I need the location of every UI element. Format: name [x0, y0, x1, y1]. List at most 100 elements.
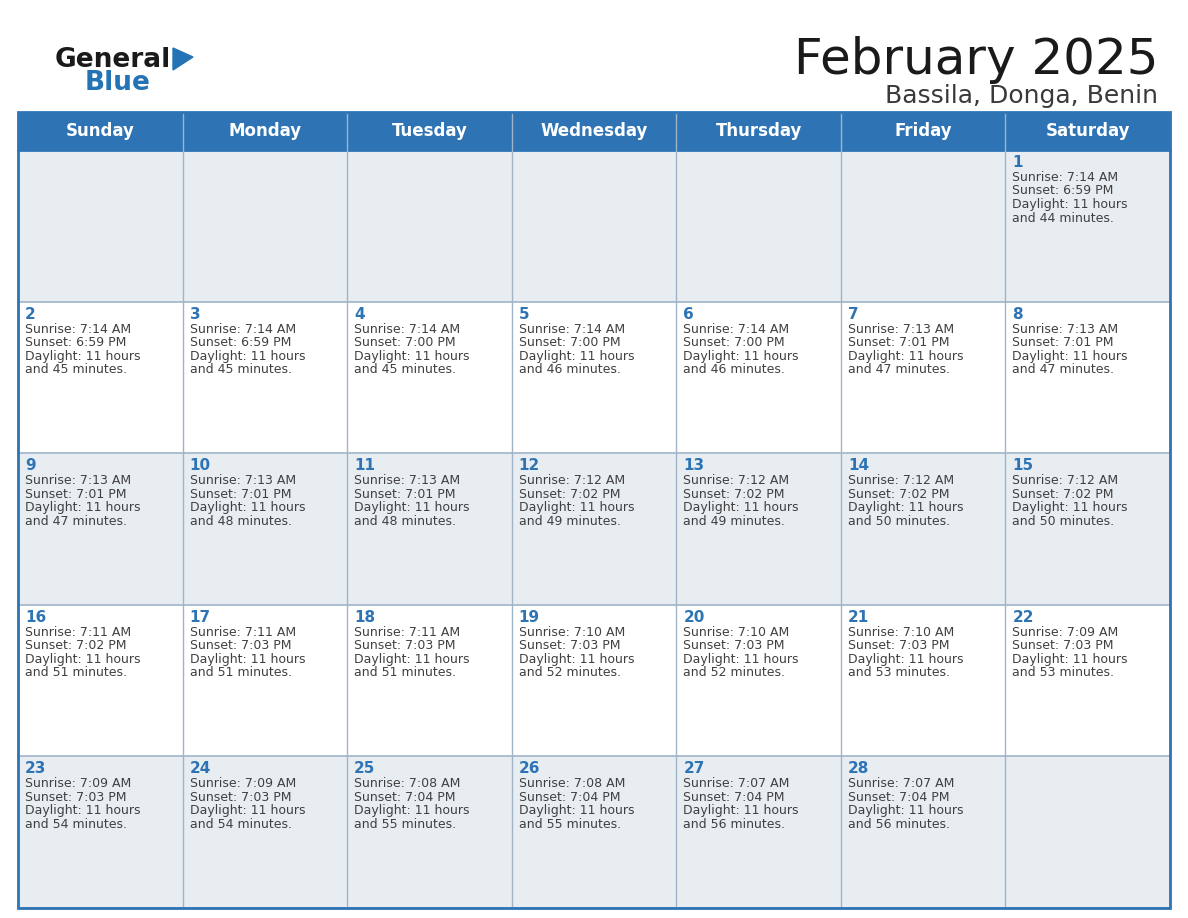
Text: Sunrise: 7:07 AM: Sunrise: 7:07 AM — [848, 778, 954, 790]
Text: 19: 19 — [519, 610, 539, 625]
Text: and 54 minutes.: and 54 minutes. — [190, 818, 291, 831]
Text: Sunset: 7:01 PM: Sunset: 7:01 PM — [354, 487, 456, 500]
Text: 21: 21 — [848, 610, 870, 625]
Text: and 47 minutes.: and 47 minutes. — [1012, 364, 1114, 376]
Text: and 53 minutes.: and 53 minutes. — [1012, 666, 1114, 679]
Text: Daylight: 11 hours: Daylight: 11 hours — [683, 501, 798, 514]
Text: and 51 minutes.: and 51 minutes. — [354, 666, 456, 679]
Text: 4: 4 — [354, 307, 365, 321]
Text: Tuesday: Tuesday — [392, 122, 467, 140]
Text: and 48 minutes.: and 48 minutes. — [190, 515, 291, 528]
Text: Sunset: 7:02 PM: Sunset: 7:02 PM — [683, 487, 785, 500]
Text: Sunset: 7:03 PM: Sunset: 7:03 PM — [354, 639, 456, 653]
Text: 13: 13 — [683, 458, 704, 473]
Text: 23: 23 — [25, 761, 46, 777]
Text: Sunrise: 7:14 AM: Sunrise: 7:14 AM — [1012, 171, 1119, 184]
Text: Daylight: 11 hours: Daylight: 11 hours — [683, 653, 798, 666]
Text: Daylight: 11 hours: Daylight: 11 hours — [848, 350, 963, 363]
Text: and 46 minutes.: and 46 minutes. — [683, 364, 785, 376]
Text: Sunset: 7:00 PM: Sunset: 7:00 PM — [683, 336, 785, 349]
Text: 25: 25 — [354, 761, 375, 777]
Text: and 45 minutes.: and 45 minutes. — [25, 364, 127, 376]
Text: 12: 12 — [519, 458, 541, 473]
Text: February 2025: February 2025 — [794, 36, 1158, 84]
Text: and 50 minutes.: and 50 minutes. — [848, 515, 950, 528]
Text: and 54 minutes.: and 54 minutes. — [25, 818, 127, 831]
Text: Sunset: 7:02 PM: Sunset: 7:02 PM — [25, 639, 126, 653]
Text: Daylight: 11 hours: Daylight: 11 hours — [190, 350, 305, 363]
Text: Sunrise: 7:12 AM: Sunrise: 7:12 AM — [519, 475, 625, 487]
Text: 5: 5 — [519, 307, 530, 321]
Text: Daylight: 11 hours: Daylight: 11 hours — [519, 501, 634, 514]
Text: Monday: Monday — [228, 122, 302, 140]
Text: Sunrise: 7:08 AM: Sunrise: 7:08 AM — [354, 778, 461, 790]
Text: Wednesday: Wednesday — [541, 122, 647, 140]
Text: 17: 17 — [190, 610, 210, 625]
Text: and 50 minutes.: and 50 minutes. — [1012, 515, 1114, 528]
Bar — [18, 302, 1170, 453]
Text: Daylight: 11 hours: Daylight: 11 hours — [1012, 653, 1127, 666]
Text: and 55 minutes.: and 55 minutes. — [354, 818, 456, 831]
Text: Sunset: 7:03 PM: Sunset: 7:03 PM — [25, 791, 126, 804]
Text: 6: 6 — [683, 307, 694, 321]
Text: Sunrise: 7:11 AM: Sunrise: 7:11 AM — [25, 626, 131, 639]
Text: Sunset: 7:02 PM: Sunset: 7:02 PM — [519, 487, 620, 500]
Text: Sunset: 7:01 PM: Sunset: 7:01 PM — [190, 487, 291, 500]
Text: General: General — [55, 47, 171, 73]
Text: Sunrise: 7:12 AM: Sunrise: 7:12 AM — [683, 475, 789, 487]
Text: Sunset: 7:03 PM: Sunset: 7:03 PM — [190, 791, 291, 804]
Text: Sunset: 7:03 PM: Sunset: 7:03 PM — [1012, 639, 1114, 653]
Text: 9: 9 — [25, 458, 36, 473]
Text: and 45 minutes.: and 45 minutes. — [354, 364, 456, 376]
Text: and 47 minutes.: and 47 minutes. — [848, 364, 950, 376]
Text: Bassila, Donga, Benin: Bassila, Donga, Benin — [885, 84, 1158, 108]
Text: and 45 minutes.: and 45 minutes. — [190, 364, 291, 376]
Text: Sunset: 6:59 PM: Sunset: 6:59 PM — [190, 336, 291, 349]
Text: Friday: Friday — [895, 122, 952, 140]
Bar — [18, 453, 1170, 605]
Text: Daylight: 11 hours: Daylight: 11 hours — [848, 501, 963, 514]
Text: Sunrise: 7:12 AM: Sunrise: 7:12 AM — [848, 475, 954, 487]
Text: and 49 minutes.: and 49 minutes. — [519, 515, 620, 528]
Text: Daylight: 11 hours: Daylight: 11 hours — [354, 350, 469, 363]
Text: 16: 16 — [25, 610, 46, 625]
Text: and 52 minutes.: and 52 minutes. — [683, 666, 785, 679]
Text: Daylight: 11 hours: Daylight: 11 hours — [1012, 350, 1127, 363]
Text: Blue: Blue — [86, 70, 151, 96]
Text: Sunrise: 7:13 AM: Sunrise: 7:13 AM — [190, 475, 296, 487]
Text: Sunset: 6:59 PM: Sunset: 6:59 PM — [25, 336, 126, 349]
Text: Daylight: 11 hours: Daylight: 11 hours — [354, 804, 469, 817]
Text: Sunrise: 7:07 AM: Sunrise: 7:07 AM — [683, 778, 790, 790]
Text: Sunrise: 7:13 AM: Sunrise: 7:13 AM — [848, 322, 954, 336]
Text: Sunset: 7:01 PM: Sunset: 7:01 PM — [25, 487, 126, 500]
Text: 8: 8 — [1012, 307, 1023, 321]
Text: 7: 7 — [848, 307, 859, 321]
Text: Sunrise: 7:08 AM: Sunrise: 7:08 AM — [519, 778, 625, 790]
Text: and 49 minutes.: and 49 minutes. — [683, 515, 785, 528]
Bar — [18, 605, 1170, 756]
Text: Sunset: 7:03 PM: Sunset: 7:03 PM — [519, 639, 620, 653]
Text: and 47 minutes.: and 47 minutes. — [25, 515, 127, 528]
Text: Sunrise: 7:14 AM: Sunrise: 7:14 AM — [683, 322, 789, 336]
Text: Sunset: 7:02 PM: Sunset: 7:02 PM — [1012, 487, 1114, 500]
Text: Daylight: 11 hours: Daylight: 11 hours — [25, 350, 140, 363]
Text: Daylight: 11 hours: Daylight: 11 hours — [190, 804, 305, 817]
Bar — [18, 112, 1170, 908]
Text: Sunrise: 7:10 AM: Sunrise: 7:10 AM — [519, 626, 625, 639]
Text: 24: 24 — [190, 761, 211, 777]
Text: and 48 minutes.: and 48 minutes. — [354, 515, 456, 528]
Text: Daylight: 11 hours: Daylight: 11 hours — [25, 501, 140, 514]
Text: Sunrise: 7:10 AM: Sunrise: 7:10 AM — [683, 626, 790, 639]
Text: Sunset: 7:02 PM: Sunset: 7:02 PM — [848, 487, 949, 500]
Text: Daylight: 11 hours: Daylight: 11 hours — [848, 804, 963, 817]
Text: Sunrise: 7:09 AM: Sunrise: 7:09 AM — [25, 778, 131, 790]
Bar — [18, 150, 1170, 302]
Text: Daylight: 11 hours: Daylight: 11 hours — [354, 653, 469, 666]
Text: and 56 minutes.: and 56 minutes. — [683, 818, 785, 831]
Text: Sunset: 7:03 PM: Sunset: 7:03 PM — [848, 639, 949, 653]
Text: Sunrise: 7:09 AM: Sunrise: 7:09 AM — [1012, 626, 1119, 639]
Text: Sunrise: 7:11 AM: Sunrise: 7:11 AM — [190, 626, 296, 639]
Text: Daylight: 11 hours: Daylight: 11 hours — [190, 653, 305, 666]
Text: Sunset: 7:01 PM: Sunset: 7:01 PM — [1012, 336, 1114, 349]
Text: and 51 minutes.: and 51 minutes. — [190, 666, 291, 679]
